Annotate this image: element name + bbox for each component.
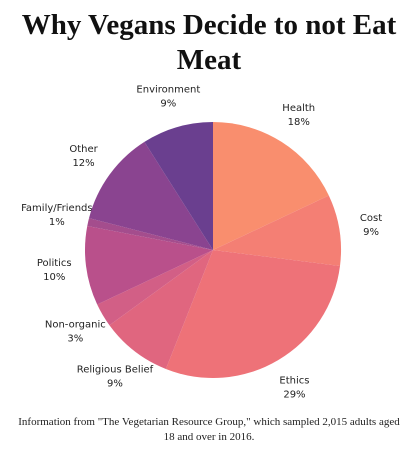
value-label: 18%	[288, 117, 310, 128]
slice-label: Ethics	[279, 376, 309, 387]
slice-label: Cost	[360, 213, 382, 224]
chart: Health 18% Cost 9% Ethics 29% Religious Belief…	[21, 84, 382, 401]
slice-label: Health	[282, 103, 315, 114]
pie-slice	[213, 195, 342, 267]
slice-label: Religious Belief	[77, 364, 154, 375]
slice-label: Non-organic	[45, 319, 106, 330]
pie-slice	[144, 122, 213, 250]
value-label: 9%	[107, 378, 123, 389]
pie-slice	[97, 250, 213, 326]
pie-slice	[85, 226, 213, 305]
slice-label: Environment	[136, 84, 200, 95]
value-label: 9%	[363, 227, 379, 238]
pie-slice	[87, 218, 213, 250]
slice-label: Politics	[37, 258, 72, 269]
value-label: 12%	[72, 158, 94, 169]
slice-label: Family/Friends	[21, 203, 93, 214]
value-label: 29%	[283, 390, 305, 401]
value-label: 3%	[67, 333, 83, 344]
pie-slice	[109, 250, 213, 370]
chart-title: Why Vegans Decide to not Eat Meat	[21, 9, 397, 76]
value-label: 9%	[160, 98, 176, 109]
footnote: Information from "The Vegetarian Resourc…	[18, 416, 400, 443]
pie-slice	[213, 122, 329, 250]
value-label: 10%	[43, 272, 65, 283]
pie-slice	[165, 250, 340, 379]
value-label: 1%	[49, 217, 65, 228]
pie-slice	[89, 141, 213, 250]
slice-label: Other	[69, 144, 98, 155]
